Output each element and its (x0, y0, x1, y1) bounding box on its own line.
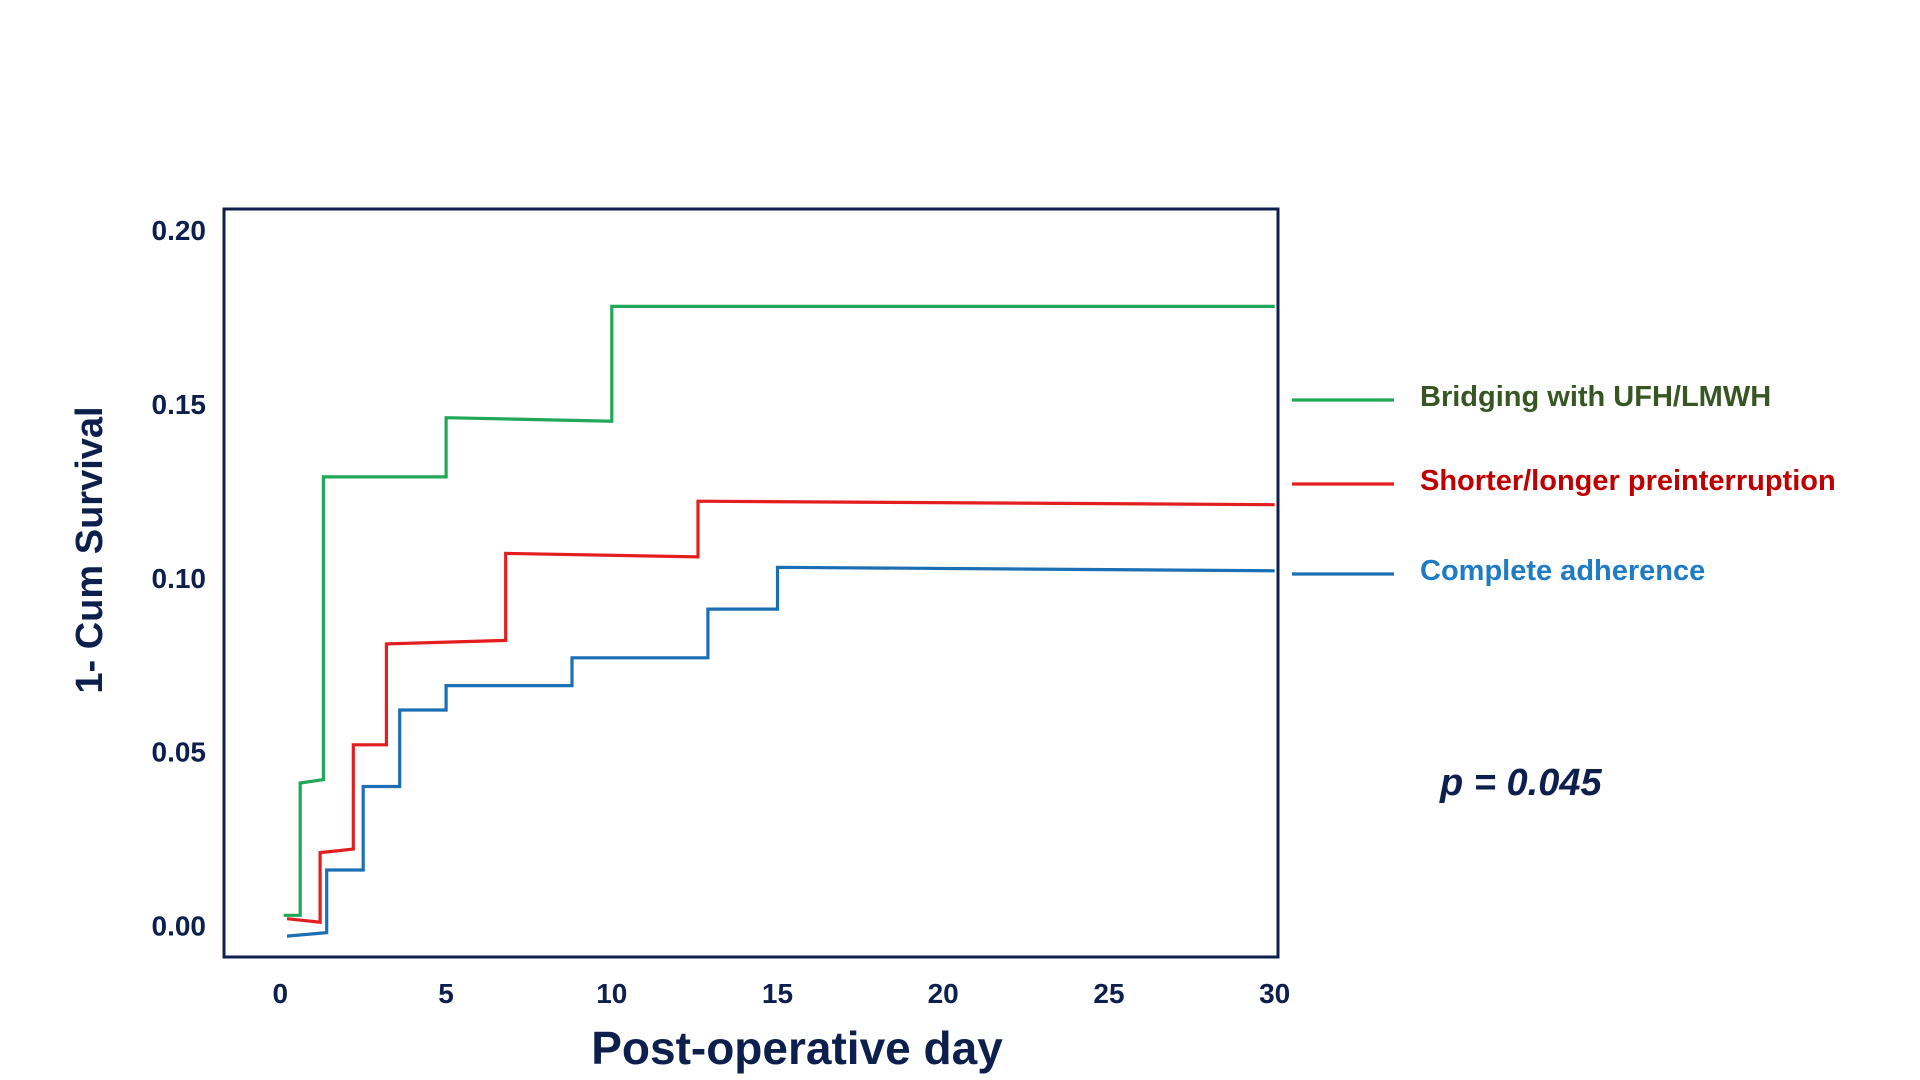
plot-frame (222, 207, 1280, 959)
legend-label-2: Shorter/longer preinterruption (1420, 465, 1836, 497)
legend: Bridging with UFH/LMWH Shorter/longer pre… (1292, 381, 1836, 587)
x-tick-label: 20 (928, 978, 959, 1009)
legend-label-3: Complete adherence (1420, 555, 1705, 587)
y-tick-label: 0.05 (152, 737, 207, 768)
x-tick-label: 30 (1259, 978, 1290, 1009)
x-tick-label: 10 (596, 978, 627, 1009)
x-tick-label: 25 (1093, 978, 1124, 1009)
legend-label-1: Bridging with UFH/LMWH (1420, 381, 1771, 413)
x-tick-label: 5 (438, 978, 454, 1009)
y-tick-label: 0.20 (152, 215, 207, 246)
x-tick-label: 15 (762, 978, 793, 1009)
series-line-3 (286, 565, 1275, 938)
y-tick-label: 0.10 (152, 563, 207, 594)
y-tick-label: 0.00 (152, 911, 207, 942)
y-tick-label: 0.15 (152, 389, 207, 420)
x-axis-title: Post-operative day (591, 1022, 1003, 1074)
series-line-2 (286, 499, 1275, 924)
series-lines (283, 304, 1275, 938)
series-line-1 (283, 304, 1275, 917)
x-tick-label: 0 (273, 978, 289, 1009)
y-axis-title: 1- Cum Survival (69, 406, 111, 693)
p-value-annotation: p = 0.045 (1439, 762, 1602, 804)
x-axis-ticks: 0 5 10 15 20 25 30 (273, 978, 1291, 1009)
y-axis-ticks: 0.00 0.05 0.10 0.15 0.20 (152, 215, 207, 942)
